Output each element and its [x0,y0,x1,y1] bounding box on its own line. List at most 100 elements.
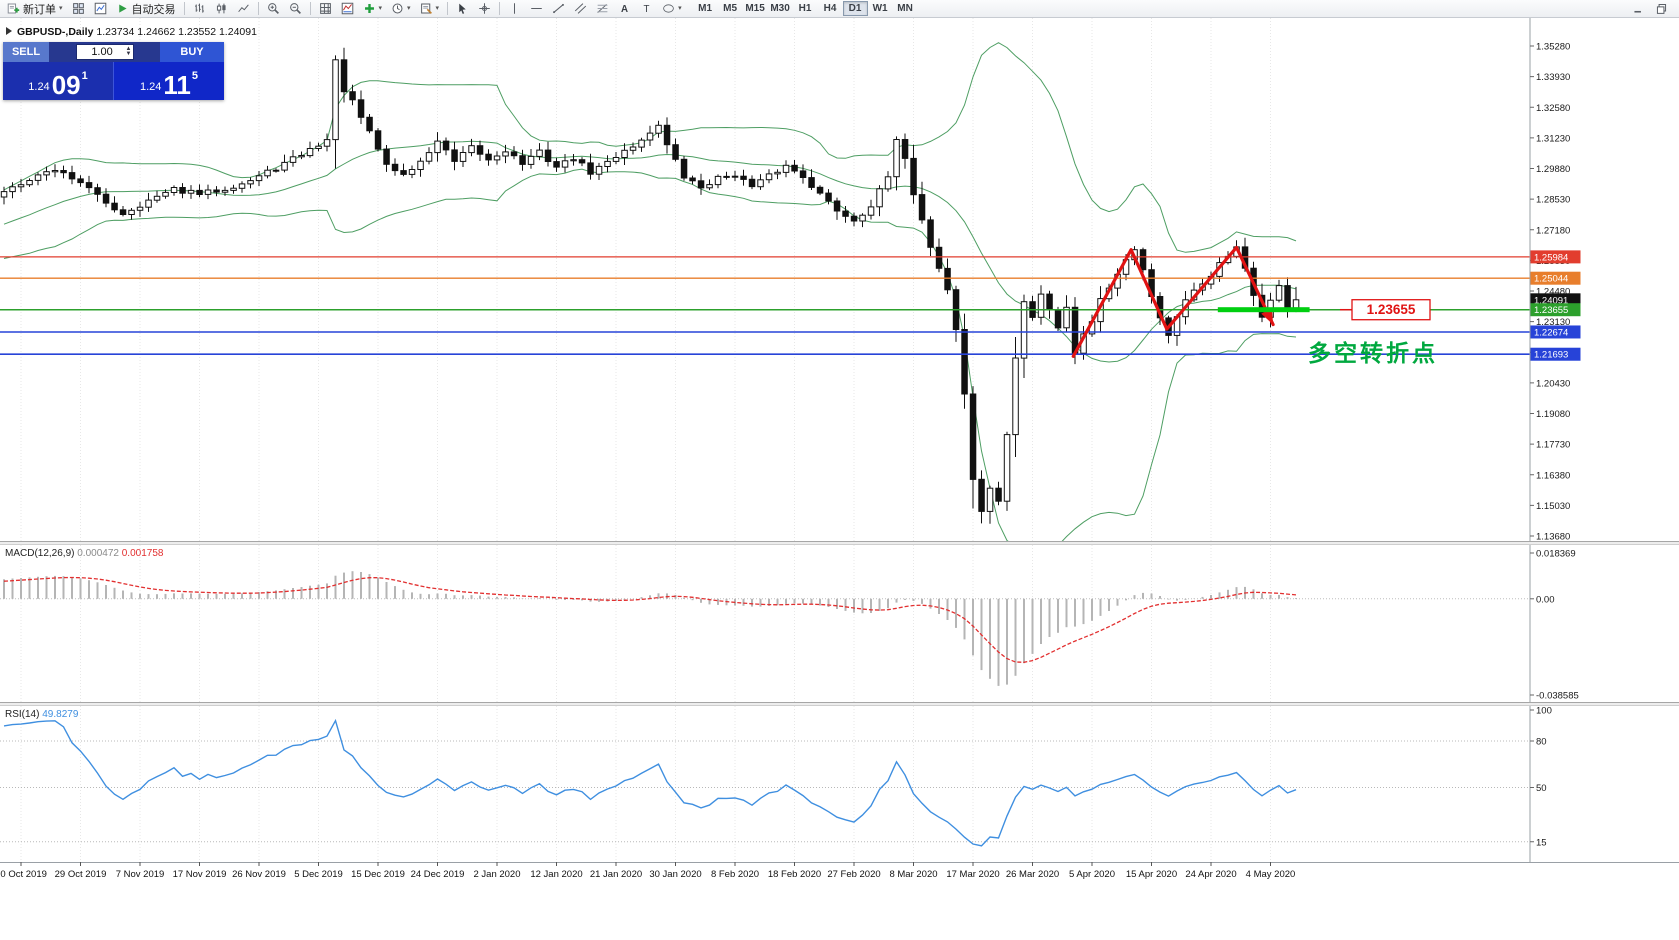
text-label-icon: T [644,4,650,15]
horizontal-lines[interactable] [0,256,1530,356]
draw-fibonacci-button[interactable] [592,1,613,17]
chevron-down-icon: ▾ [435,5,440,12]
auto-arrange-button[interactable] [315,1,336,17]
date-label: 8 Mar 2020 [889,869,937,880]
buy-button[interactable]: BUY [160,42,224,62]
toolbar-separator [309,2,311,15]
zoom-in-button[interactable] [263,1,284,17]
panel-splitter[interactable] [0,702,1679,706]
sell-button[interactable]: SELL [3,42,49,62]
volume-spinner[interactable]: ▲ ▼ [125,46,132,57]
macd-panel[interactable]: 0.018369 0.00 -0.038585 MACD(12,26,9) 0.000… [0,545,1679,702]
main-chart[interactable]: 1.23655 多空转折点 1.35280 1.33930 1.32580 1.31230… [0,18,1679,541]
timeframe-w1-button[interactable]: W1 [868,1,893,16]
rsi-panel[interactable]: 100 80 50 15 RSI(14) 49.8279 [0,706,1679,862]
date-label: 5 Apr 2020 [1069,869,1115,880]
sell-price-prefix: 1.24 [28,81,50,93]
draw-channel-button[interactable] [570,1,591,17]
pivot-point-label[interactable]: 多空转折点 [1308,340,1438,366]
window-restore-button[interactable] [1651,1,1672,17]
svg-text:1.23655: 1.23655 [1367,302,1416,317]
svg-text:1.29880: 1.29880 [1536,164,1570,175]
draw-trendline-button[interactable] [548,1,569,17]
svg-text:0.00: 0.00 [1536,594,1555,605]
buy-price[interactable]: 1.24 11 5 [114,62,224,100]
indicators-icon [341,2,354,15]
profiles-button[interactable] [90,1,111,17]
macd-histogram [3,571,1297,686]
timeframe-m1-button[interactable]: M1 [693,1,718,16]
volume-input[interactable]: 1.00 ▲ ▼ [75,44,134,60]
date-label: 5 Dec 2019 [294,869,343,880]
autotrade-play-icon [118,4,127,13]
zigzag-annotation[interactable] [1071,245,1275,358]
spin-down-icon[interactable]: ▼ [125,51,132,57]
spin-up-icon[interactable]: ▲ [125,46,132,52]
draw-hline-button[interactable] [526,1,547,17]
timeframe-mn-button[interactable]: MN [893,1,918,16]
line-chart-button[interactable] [233,1,254,17]
rsi-gridlines [20,706,1271,862]
window-minimize-button[interactable] [1628,1,1649,17]
date-label: 7 Nov 2019 [116,869,165,880]
templates-button[interactable]: ▾ [416,1,444,17]
cursor-button[interactable] [452,1,473,17]
timeframe-m30-button[interactable]: M30 [768,1,793,16]
ohlc-bars-icon [193,2,206,15]
indicators-list-button[interactable] [337,1,358,17]
time-axis[interactable]: 20 Oct 2019 29 Oct 2019 7 Nov 2019 17 Nov 2… [0,862,1679,884]
support-segment[interactable] [1217,307,1310,313]
timeframe-m15-button[interactable]: M15 [743,1,768,16]
svg-text:0.018369: 0.018369 [1536,549,1576,560]
draw-label-button[interactable]: T [636,1,657,17]
draw-shapes-button[interactable]: ▾ [658,1,686,17]
price-callout[interactable]: 1.23655 [1340,299,1431,321]
profile-chart-icon [94,2,107,15]
rsi-axis[interactable]: 100 80 50 15 [1529,706,1679,862]
date-label: 20 Oct 2019 [0,869,47,880]
date-labels: 20 Oct 2019 29 Oct 2019 7 Nov 2019 17 Nov 2… [0,862,1295,880]
zoom-out-button[interactable] [285,1,306,17]
text-a-icon: A [621,4,628,15]
one-click-trading-panel[interactable]: SELL 1.00 ▲ ▼ BUY 1.24 09 1 1.24 11 5 [3,42,224,100]
ohlc-readout: GBPUSD-,Daily 1.23734 1.24662 1.23552 1.… [17,26,257,38]
autotrade-button[interactable]: 自动交易 [112,1,180,17]
draw-vline-button[interactable] [504,1,525,17]
new-order-button[interactable]: 新订单 ▾ [3,1,67,17]
crosshair-button[interactable] [474,1,495,17]
zoom-in-icon [267,2,280,15]
svg-text:1.24091: 1.24091 [1534,295,1568,306]
add-indicator-button[interactable]: ▾ [359,1,387,17]
toolbar-right-controls [1628,1,1676,17]
horizontal-line-icon [530,2,543,15]
buy-price-big: 11 [163,70,191,100]
svg-text:1.21693: 1.21693 [1534,350,1568,361]
panel-splitter[interactable] [0,541,1679,545]
date-label: 21 Jan 2020 [590,869,642,880]
macd-axis[interactable]: 0.018369 0.00 -0.038585 [1529,545,1679,702]
candlestick-chart-button[interactable] [211,1,232,17]
date-label: 17 Mar 2020 [946,869,999,880]
chevron-down-icon: ▾ [378,5,383,12]
timeframe-h4-button[interactable]: H4 [818,1,843,16]
bar-chart-button[interactable] [189,1,210,17]
shapes-icon [663,4,674,13]
periods-button[interactable]: ▾ [387,1,415,17]
sell-price[interactable]: 1.24 09 1 [3,62,114,100]
minimize-icon [1632,2,1645,15]
timeframe-m5-button[interactable]: M5 [718,1,743,16]
svg-text:1.27180: 1.27180 [1536,225,1570,236]
date-label: 27 Feb 2020 [827,869,880,880]
chevron-down-icon: ▾ [59,5,63,12]
draw-text-button[interactable]: A [614,1,635,17]
price-badge-1.24091 [1530,293,1581,307]
date-label: 2 Jan 2020 [473,869,520,880]
buy-price-prefix: 1.24 [139,81,162,93]
charts-tile-button[interactable] [68,1,89,17]
trade-panel-toggle-icon[interactable] [6,27,12,35]
price-axis-scale[interactable]: 1.35280 1.33930 1.32580 1.31230 1.29880 1.285… [1529,18,1679,541]
timeframe-d1-button[interactable]: D1 [842,1,868,16]
clock-icon [391,2,404,15]
svg-text:1.19080: 1.19080 [1536,409,1570,420]
timeframe-h1-button[interactable]: H1 [793,1,818,16]
